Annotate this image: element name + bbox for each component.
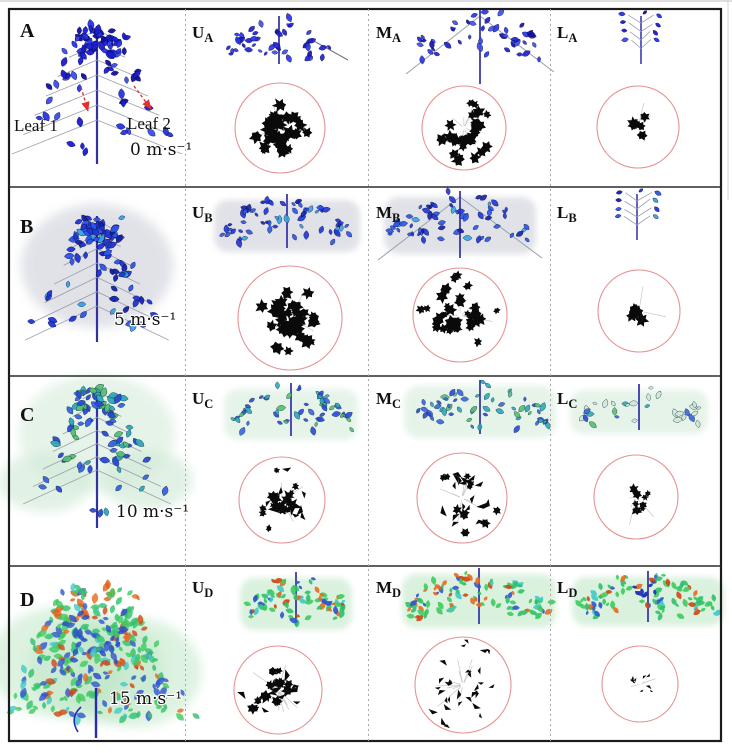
scatter-circle-mc xyxy=(416,452,508,544)
scatter-circle-ua xyxy=(234,82,326,174)
leaf2-annotation: Leaf 2 xyxy=(127,114,171,133)
scatter-circle-mb xyxy=(412,267,508,363)
scatter-circle-ub xyxy=(237,265,343,371)
leaf1-annotation: Leaf 1 xyxy=(14,116,58,135)
panel-label-d: D xyxy=(20,589,34,611)
sublabel-ua: UA xyxy=(192,23,213,45)
wind-speed-label-d: 15 m·s⁻¹ xyxy=(109,689,182,709)
scatter-circle-lc xyxy=(593,454,679,540)
sublabel-mc: MC xyxy=(376,389,401,411)
panel-label-a: A xyxy=(20,20,35,42)
panel-b-plant-image xyxy=(21,204,173,342)
sublabel-ma: MA xyxy=(376,23,401,45)
canopy-ma xyxy=(405,9,555,84)
sublabel-lb: LB xyxy=(557,203,577,225)
sublabel-ub: UB xyxy=(192,203,213,225)
sublabel-md: MD xyxy=(376,578,401,600)
canopy-mc xyxy=(404,379,556,438)
wind-speed-label-a: 0 m·s⁻¹ xyxy=(130,140,192,160)
canopy-ub xyxy=(214,194,360,252)
sublabel-ld: LD xyxy=(557,578,577,600)
scatter-circle-md xyxy=(414,636,512,734)
figure-labels: A B C D Leaf 1 Leaf 2 0 m·s⁻¹ 5 m·s⁻¹ 10… xyxy=(14,20,577,710)
panel-label-c: C xyxy=(20,404,34,426)
sublabel-ud: UD xyxy=(192,578,213,600)
wind-speed-label-b: 5 m·s⁻¹ xyxy=(114,310,176,330)
canopy-lb xyxy=(614,188,662,240)
figure-artwork xyxy=(0,9,724,738)
scatter-circle-lb xyxy=(597,269,681,353)
panel-d-plant-image xyxy=(0,579,202,738)
canopy-uc xyxy=(224,381,358,440)
leaf2-arrow xyxy=(133,85,152,110)
wind-speed-label-c: 10 m·s⁻¹ xyxy=(116,502,189,522)
sublabel-mb: MB xyxy=(376,203,400,225)
canopy-md xyxy=(402,568,556,628)
canopy-lc xyxy=(570,384,708,434)
scatter-circle-ma xyxy=(421,85,507,171)
sublabel-la: LA xyxy=(557,23,577,45)
scatter-circle-ud xyxy=(233,645,323,735)
panel-c-plant-image xyxy=(0,375,193,528)
scatter-circle-uc xyxy=(238,456,326,544)
canopy-ud xyxy=(240,572,352,630)
scatter-circle-ld xyxy=(601,645,679,723)
canopy-ua xyxy=(226,13,349,64)
canopy-la xyxy=(618,10,662,64)
canopy-mb xyxy=(377,187,543,261)
leaf-annotation-arrows xyxy=(80,85,152,112)
canopy-ld xyxy=(572,571,724,626)
leaf1-arrow xyxy=(80,86,90,112)
scatter-circle-la xyxy=(596,85,680,169)
figure-border xyxy=(7,7,723,743)
panel-label-b: B xyxy=(20,216,33,238)
sublabel-lc: LC xyxy=(557,389,577,411)
sublabel-uc: UC xyxy=(192,389,213,411)
